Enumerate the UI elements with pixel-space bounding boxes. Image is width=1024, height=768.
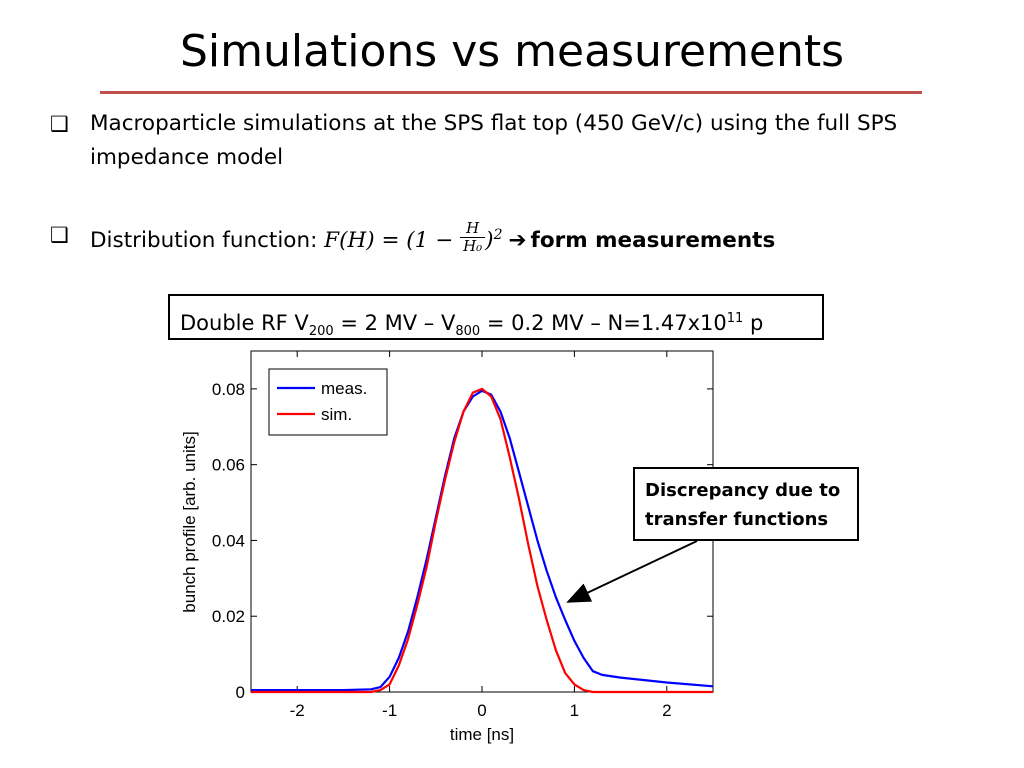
param-text-3: = 0.2 MV – N=1.47x10 (480, 311, 727, 335)
formula-fraction: H H₀ (460, 219, 486, 255)
x-tick-label: -1 (382, 701, 397, 720)
param-text-2: = 2 MV – V (333, 311, 456, 335)
callout-line2: transfer functions (645, 509, 829, 530)
legend: meas. sim. (268, 368, 388, 436)
callout-line1: Discrepancy due to (645, 480, 841, 501)
y-axis-label: bunch profile [arb. units] (180, 431, 199, 612)
param-text-4: p (743, 311, 764, 335)
series-line-meas (251, 389, 714, 692)
param-sup-1: 11 (726, 311, 744, 326)
fraction-numerator: H (460, 219, 486, 238)
slide-title: Simulations vs measurements (179, 26, 845, 77)
legend-box (268, 368, 388, 436)
legend-label: sim. (321, 405, 352, 424)
fraction-denominator: H₀ (463, 236, 483, 255)
title-underline (100, 91, 922, 94)
formula-exponent: 2 (493, 227, 503, 243)
checkbox-square-icon: ❑ (50, 112, 69, 136)
right-arrow-icon: ➔ (508, 228, 527, 254)
axis-ticks: -2 -1 0 1 2 0 0.02 0.04 0.06 0.08 (212, 351, 713, 720)
bullet-simulations-line1: Macroparticle simulations at the SPS fla… (90, 111, 898, 136)
y-tick-label: 0 (236, 683, 245, 702)
formula-lhs: F(H) = (1 − (324, 228, 461, 254)
bullet-simulations-line2: impedance model (90, 145, 284, 170)
bullet-distribution-text: Distribution function: F(H) = (1 − H H₀)2… (90, 218, 775, 259)
y-tick-label: 0.02 (212, 607, 245, 626)
discrepancy-callout: Discrepancy due to transfer functions (633, 467, 859, 541)
formula-rhs: ) (485, 228, 494, 254)
x-tick-label: 0 (477, 701, 486, 720)
x-axis-label: time [ns] (450, 725, 514, 744)
form-measurements-label: form measurements (530, 228, 776, 254)
bunch-profile-chart: -2 -1 0 1 2 0 0.02 0.04 0.06 0.08 meas. sim. time … (180, 350, 714, 744)
x-tick-label: 1 (570, 701, 579, 720)
y-tick-label: 0.04 (212, 531, 245, 550)
parameters-box: Double RF V200 = 2 MV – V800 = 0.2 MV – … (168, 294, 824, 340)
y-tick-label: 0.06 (212, 456, 245, 475)
x-tick-label: 2 (662, 701, 671, 720)
param-text-1: Double RF V (180, 311, 309, 335)
series-layer (251, 387, 714, 694)
param-sub-1: 200 (308, 324, 334, 340)
y-tick-label: 0.08 (212, 380, 245, 399)
legend-label: meas. (321, 379, 367, 398)
x-tick-label: -2 (290, 701, 305, 720)
param-sub-2: 800 (455, 324, 481, 340)
checkbox-square-icon: ❑ (50, 223, 69, 247)
series-line-sim (251, 387, 713, 694)
bullet-simulations-text: Macroparticle simulations at the SPS fla… (90, 107, 897, 175)
distribution-label: Distribution function: (90, 228, 325, 254)
